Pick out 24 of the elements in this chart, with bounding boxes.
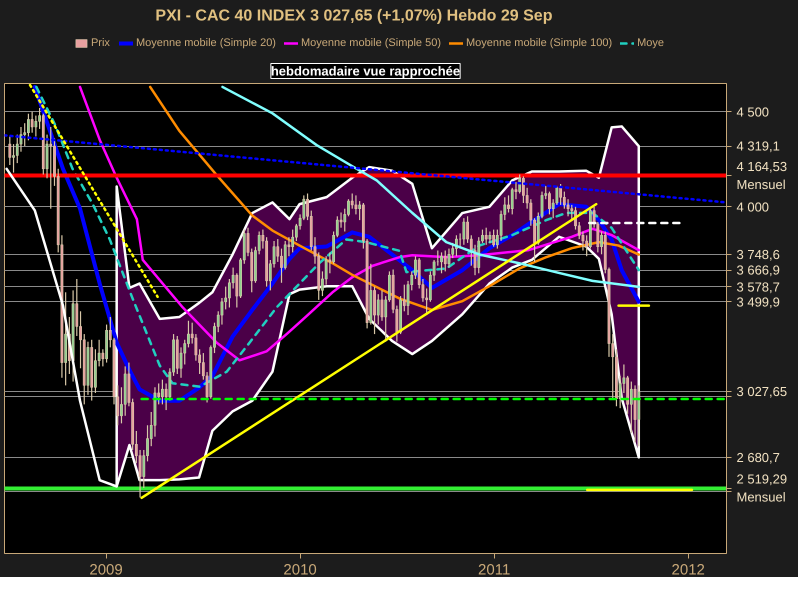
y-tick-label: 4 319,1 — [736, 138, 780, 154]
x-tick-label: 2011 — [478, 562, 510, 578]
x-tick-label: 2012 — [672, 562, 705, 578]
y-tick-label: 4 000 — [736, 199, 770, 214]
y-tick-label: 3 027,65 — [736, 384, 788, 400]
legend-label: Moyenne mobile (Simple 100) — [466, 36, 612, 48]
y-tick-label: 3 499,9 — [736, 294, 780, 310]
candlestick — [23, 122, 26, 147]
y-tick-label: 3 578,7 — [736, 279, 780, 294]
legend-label: Prix — [90, 36, 111, 48]
x-tick-label: 2009 — [89, 562, 123, 578]
legend-label: Moye — [637, 36, 664, 48]
chart-title: PXI - CAC 40 INDEX 3 027,65 (+1,07%) Hebdo 29 Sep — [155, 8, 553, 24]
ref-line-label: 2 519,29 Mensuel — [736, 472, 788, 505]
y-tick-label: 4 500 — [736, 104, 770, 120]
y-tick-label: 2 680,7 — [736, 450, 780, 465]
ref-line-label: 4 164,53 Mensuel — [736, 159, 788, 192]
y-tick-label: 3 748,6 — [736, 247, 780, 262]
legend-label: Moyenne mobile (Simple 50) — [300, 36, 441, 48]
y-tick-label: 3 666,9 — [736, 262, 780, 278]
x-tick-label: 2010 — [283, 562, 317, 578]
legend-label: Moyenne mobile (Simple 20) — [136, 36, 276, 48]
candlestick — [49, 126, 52, 210]
candlestick — [30, 111, 34, 134]
